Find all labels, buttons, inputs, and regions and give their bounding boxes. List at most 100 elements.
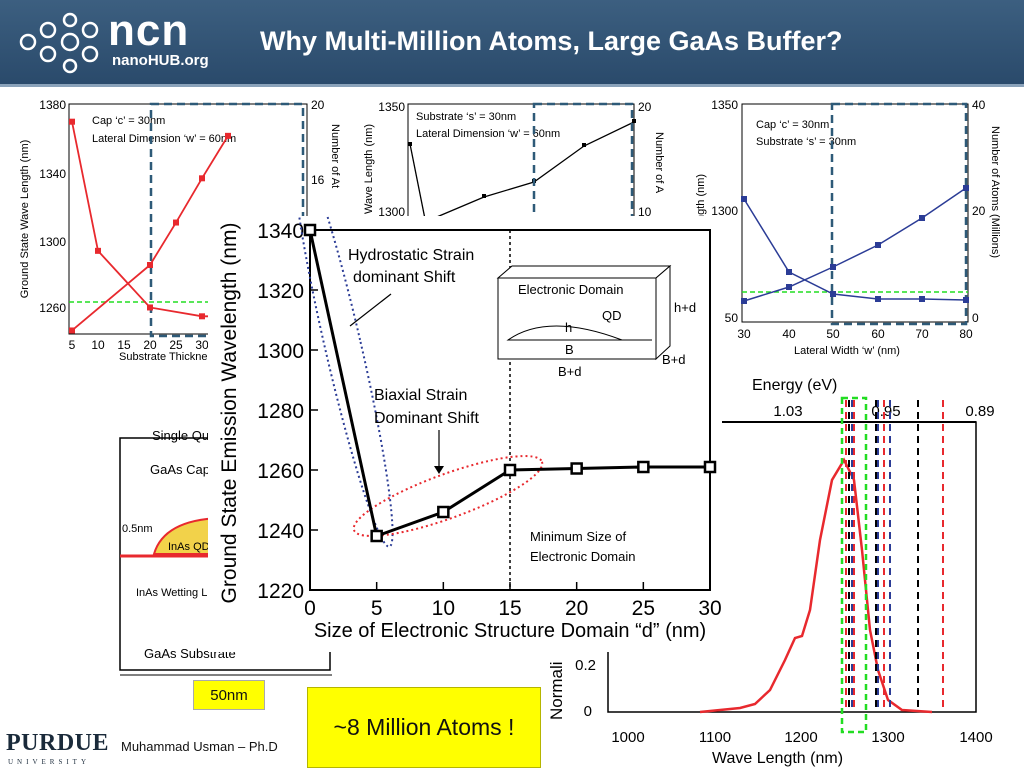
x-tick-1000: 1000 [611,729,644,746]
y-tick-label: 1280 [257,400,304,423]
header-bar: ncn nanoHUB.org Why Multi-Million Atoms,… [0,0,1024,84]
x-tick-1200: 1200 [784,729,817,746]
x-tick-70: 70 [915,327,929,341]
annotation-cap: Cap ‘c’ = 30nm [756,119,829,131]
y-right-tick-40: 40 [972,98,986,112]
annotation-minsize-line2: Electronic Domain [530,549,636,564]
header-divider [0,84,1024,87]
annotation-substrate: Substrate ‘s’ = 30nm [756,136,856,148]
data-point [199,175,205,182]
data-point [173,219,179,226]
x-tick-50: 50 [826,327,840,341]
x-tick-label: 20 [565,597,588,620]
y-tick-label: 1220 [257,580,304,603]
energy-tick-089: 0.89 [965,403,994,420]
x-tick-20: 20 [143,338,157,352]
y-axis-label: Wave Length (nm) [363,124,375,214]
y-tick-1350: 1350 [711,98,738,112]
y-tick-1340: 1340 [39,167,66,181]
main-series-points [303,223,717,543]
x-tick-1400: 1400 [959,729,992,746]
purdue-logo: PURDUE UNIVERSITY [6,730,114,766]
y-right-tick-16: 16 [311,173,325,187]
data-point [703,460,717,474]
y-axis-label: Ground State Emission Wavelength (nm) [218,223,241,604]
inset-bd2-label: B+d [662,352,686,367]
annotation-lateral: Lateral Dimension ‘w’ = 60nm [92,133,236,145]
data-point [570,462,583,475]
inset-bd-label: B+d [558,364,582,379]
y-tick-label: 1240 [257,520,304,543]
data-point [303,223,317,237]
data-point [437,505,450,519]
label-wetting: InAs Wetting L [136,587,207,599]
electronic-domain-inset: Electronic Domain QD h B B+d h+d B+d [496,264,696,379]
x-axis-label: Wave Length (nm) [712,750,843,767]
page-title: Why Multi-Million Atoms, Large GaAs Buff… [260,26,843,56]
y-axis-label: Ground State Wave Length (nm) [19,140,31,299]
x-tick-label: 5 [371,597,383,620]
x-tick-label: 15 [498,597,521,620]
inset-hd-label: h+d [674,300,696,315]
y-axis-right-label: Number of A [653,132,665,194]
series-wavelength [409,143,427,224]
x-axis-label: Substrate Thickne [119,351,207,363]
series-wavelength [743,198,967,301]
y-tick-02: 0.2 [575,657,596,674]
y-tick-1300: 1300 [378,205,405,219]
y-axis-label: Normali [547,661,566,720]
green-selection-box [840,396,868,734]
y-right-tick-10: 10 [638,205,652,219]
data-point [225,132,231,139]
x-tick-1300: 1300 [871,729,904,746]
inset-qd-shape [506,325,623,341]
series-atoms [69,132,231,334]
y-tick-1350: 1350 [378,100,405,114]
label-05nm: 0.5nm [122,523,153,535]
data-point [69,327,75,334]
x-tick-label: 0 [304,597,316,620]
annotation-biax-line2: Dominant Shift [374,410,479,427]
y-axis-right-label: Number of Atoms (Millions) [989,126,1001,258]
y-tick-1300: 1300 [711,204,738,218]
annotation-cap: Cap ‘c’ = 30nm [92,115,165,127]
x-tick-5: 5 [69,338,76,352]
y-tick-0: 0 [584,703,592,720]
label-gaas-cap: GaAs Cap [150,462,210,477]
annotation-hydro-line2: dominant Shift [353,269,456,286]
y-tick-50: 50 [725,311,739,325]
x-tick-80: 80 [959,327,973,341]
data-point [503,463,517,477]
data-point [69,118,75,125]
million-atoms-callout: ~8 Million Atoms ! [307,687,541,768]
x-axis-label: Lateral Width ‘w’ (nm) [794,345,900,357]
y-tick-1380: 1380 [39,98,66,112]
inset-h-label: h [565,320,572,335]
highlight-dashed-box [830,102,968,326]
data-point [147,262,153,268]
x-tick-label: 10 [432,597,455,620]
inset-qd-label: QD [602,308,622,323]
purdue-sub: UNIVERSITY [8,758,90,766]
x-tick-label: 30 [698,597,721,620]
y-tick-label: 1300 [257,340,304,363]
logo-word: ncn [108,6,190,55]
x-axis-label: Size of Electronic Structure Domain “d” … [314,620,706,642]
data-point [95,247,101,254]
x-ticks: 0 5 10 15 20 25 30 [304,582,722,620]
data-point [147,304,153,311]
data-point [637,460,650,474]
series-atoms [743,187,967,302]
x-tick-1100: 1100 [699,729,731,746]
x-tick-10: 10 [91,338,105,352]
x-tick-30: 30 [195,338,209,352]
y-axis-right-label: Number of At [329,124,341,188]
x-tick-40: 40 [782,327,796,341]
energy-tick-103: 1.03 [773,403,802,420]
y-tick-label: 1320 [257,280,304,303]
y-tick-1300: 1300 [39,235,66,249]
x-tick-60: 60 [871,327,885,341]
purdue-wordmark: PURDUE [6,730,109,756]
y-tick-label: 1260 [257,460,304,483]
label-inas-qd: InAs QD [168,541,210,553]
